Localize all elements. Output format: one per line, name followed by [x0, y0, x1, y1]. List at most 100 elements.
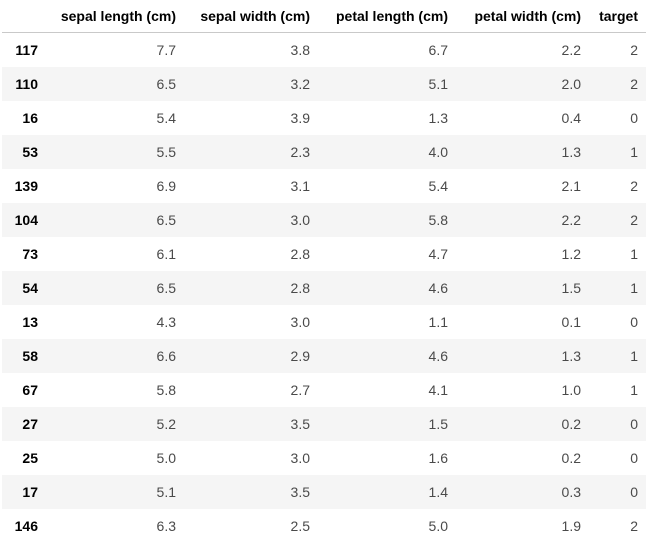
petal-length-cell: 1.3: [428, 109, 448, 126]
sepal-width-cell: 3.5: [290, 483, 310, 500]
target-cell: 2: [630, 75, 638, 92]
table-row: 146 6.3 2.5 5.0 1.9 2: [2, 508, 646, 543]
sepal-length-cell: 6.5: [156, 279, 176, 296]
target-cell: 2: [630, 41, 638, 58]
target-cell: 0: [630, 109, 638, 126]
sepal-width-cell: 2.5: [290, 517, 310, 534]
petal-length-cell: 4.0: [428, 143, 448, 160]
row-index: 54: [22, 279, 38, 296]
target-cell: 1: [630, 381, 638, 398]
sepal-width-cell: 2.8: [290, 245, 310, 262]
petal-length-cell: 4.7: [428, 245, 448, 262]
table-row: 117 7.7 3.8 6.7 2.2 2: [2, 32, 646, 67]
table-row: 53 5.5 2.3 4.0 1.3 1: [2, 134, 646, 169]
petal-length-cell: 1.5: [428, 415, 448, 432]
row-index: 117: [15, 41, 38, 58]
sepal-length-cell: 6.5: [156, 211, 176, 228]
table-row: 13 4.3 3.0 1.1 0.1 0: [2, 304, 646, 339]
row-index: 17: [22, 483, 38, 500]
table-header: sepal length (cm) sepal width (cm) petal…: [2, 0, 646, 33]
table-row: 25 5.0 3.0 1.6 0.2 0: [2, 440, 646, 475]
row-index: 67: [22, 381, 38, 398]
target-cell: 2: [630, 211, 638, 228]
petal-width-cell: 2.0: [561, 75, 581, 92]
index-header: [2, 0, 46, 33]
row-index: 27: [22, 415, 38, 432]
petal-length-cell: 4.6: [428, 347, 448, 364]
petal-length-cell: 5.4: [428, 177, 448, 194]
table-row: 67 5.8 2.7 4.1 1.0 1: [2, 372, 646, 407]
petal-length-cell: 5.0: [428, 517, 448, 534]
table-body: 117 7.7 3.8 6.7 2.2 2 110 6.5 3.2 5.1 2.0 2 16 5.4 3.9…: [2, 32, 646, 543]
row-index: 73: [22, 245, 38, 262]
petal-width-cell: 1.5: [561, 279, 581, 296]
row-index: 13: [22, 313, 38, 330]
sepal-width-cell: 3.0: [290, 313, 310, 330]
sepal-length-cell: 5.0: [156, 449, 176, 466]
column-header-petal-width: petal width (cm): [456, 0, 589, 33]
petal-width-cell: 1.3: [561, 143, 581, 160]
petal-length-cell: 5.8: [428, 211, 448, 228]
petal-length-cell: 1.6: [428, 449, 448, 466]
petal-length-cell: 1.4: [428, 483, 448, 500]
column-header-sepal-width: sepal width (cm): [184, 0, 318, 33]
sepal-length-cell: 4.3: [156, 313, 176, 330]
sepal-length-cell: 5.4: [156, 109, 176, 126]
table-row: 17 5.1 3.5 1.4 0.3 0: [2, 474, 646, 509]
row-index: 139: [14, 177, 38, 194]
sepal-length-cell: 5.1: [156, 483, 176, 500]
table-row: 54 6.5 2.8 4.6 1.5 1: [2, 270, 646, 305]
petal-width-cell: 0.2: [561, 415, 581, 432]
petal-width-cell: 0.3: [561, 483, 581, 500]
target-cell: 1: [630, 347, 638, 364]
petal-length-cell: 1.1: [428, 313, 448, 330]
table-row: 104 6.5 3.0 5.8 2.2 2: [2, 202, 646, 237]
petal-width-cell: 1.9: [561, 517, 581, 534]
row-index: 146: [14, 517, 38, 534]
sepal-width-cell: 3.8: [290, 41, 310, 58]
target-cell: 1: [630, 279, 638, 296]
sepal-width-cell: 2.8: [290, 279, 310, 296]
petal-length-cell: 4.6: [428, 279, 448, 296]
sepal-length-cell: 6.1: [156, 245, 176, 262]
petal-width-cell: 2.1: [561, 177, 581, 194]
petal-length-cell: 4.1: [428, 381, 448, 398]
table-row: 73 6.1 2.8 4.7 1.2 1: [2, 236, 646, 271]
petal-width-cell: 0.1: [561, 313, 581, 330]
petal-width-cell: 0.2: [561, 449, 581, 466]
petal-width-cell: 0.4: [561, 109, 581, 126]
sepal-length-cell: 7.7: [156, 41, 176, 58]
petal-width-cell: 1.2: [561, 245, 581, 262]
row-index: 53: [22, 143, 38, 160]
target-cell: 0: [630, 483, 638, 500]
sepal-width-cell: 3.1: [290, 177, 310, 194]
sepal-width-cell: 3.2: [290, 75, 310, 92]
column-header-petal-length: petal length (cm): [318, 0, 456, 33]
sepal-width-cell: 3.5: [290, 415, 310, 432]
sepal-width-cell: 3.0: [290, 449, 310, 466]
column-header-sepal-length: sepal length (cm): [46, 0, 184, 33]
target-cell: 2: [630, 177, 638, 194]
petal-width-cell: 2.2: [561, 41, 581, 58]
target-cell: 1: [630, 143, 638, 160]
sepal-length-cell: 5.8: [156, 381, 176, 398]
row-index: 104: [14, 211, 38, 228]
table-row: 16 5.4 3.9 1.3 0.4 0: [2, 100, 646, 135]
sepal-length-cell: 6.3: [156, 517, 176, 534]
target-cell: 0: [630, 449, 638, 466]
header-row: sepal length (cm) sepal width (cm) petal…: [2, 0, 646, 33]
table-row: 110 6.5 3.2 5.1 2.0 2: [2, 66, 646, 101]
row-index: 110: [15, 75, 38, 92]
petal-length-cell: 6.7: [428, 41, 448, 58]
sepal-length-cell: 6.5: [156, 75, 176, 92]
target-cell: 2: [630, 517, 638, 534]
table-row: 27 5.2 3.5 1.5 0.2 0: [2, 406, 646, 441]
dataframe-table: sepal length (cm) sepal width (cm) petal…: [2, 0, 646, 543]
row-index: 25: [22, 449, 38, 466]
sepal-width-cell: 2.9: [290, 347, 310, 364]
target-cell: 0: [630, 415, 638, 432]
petal-width-cell: 1.3: [561, 347, 581, 364]
sepal-length-cell: 6.9: [156, 177, 176, 194]
sepal-width-cell: 3.9: [290, 109, 310, 126]
